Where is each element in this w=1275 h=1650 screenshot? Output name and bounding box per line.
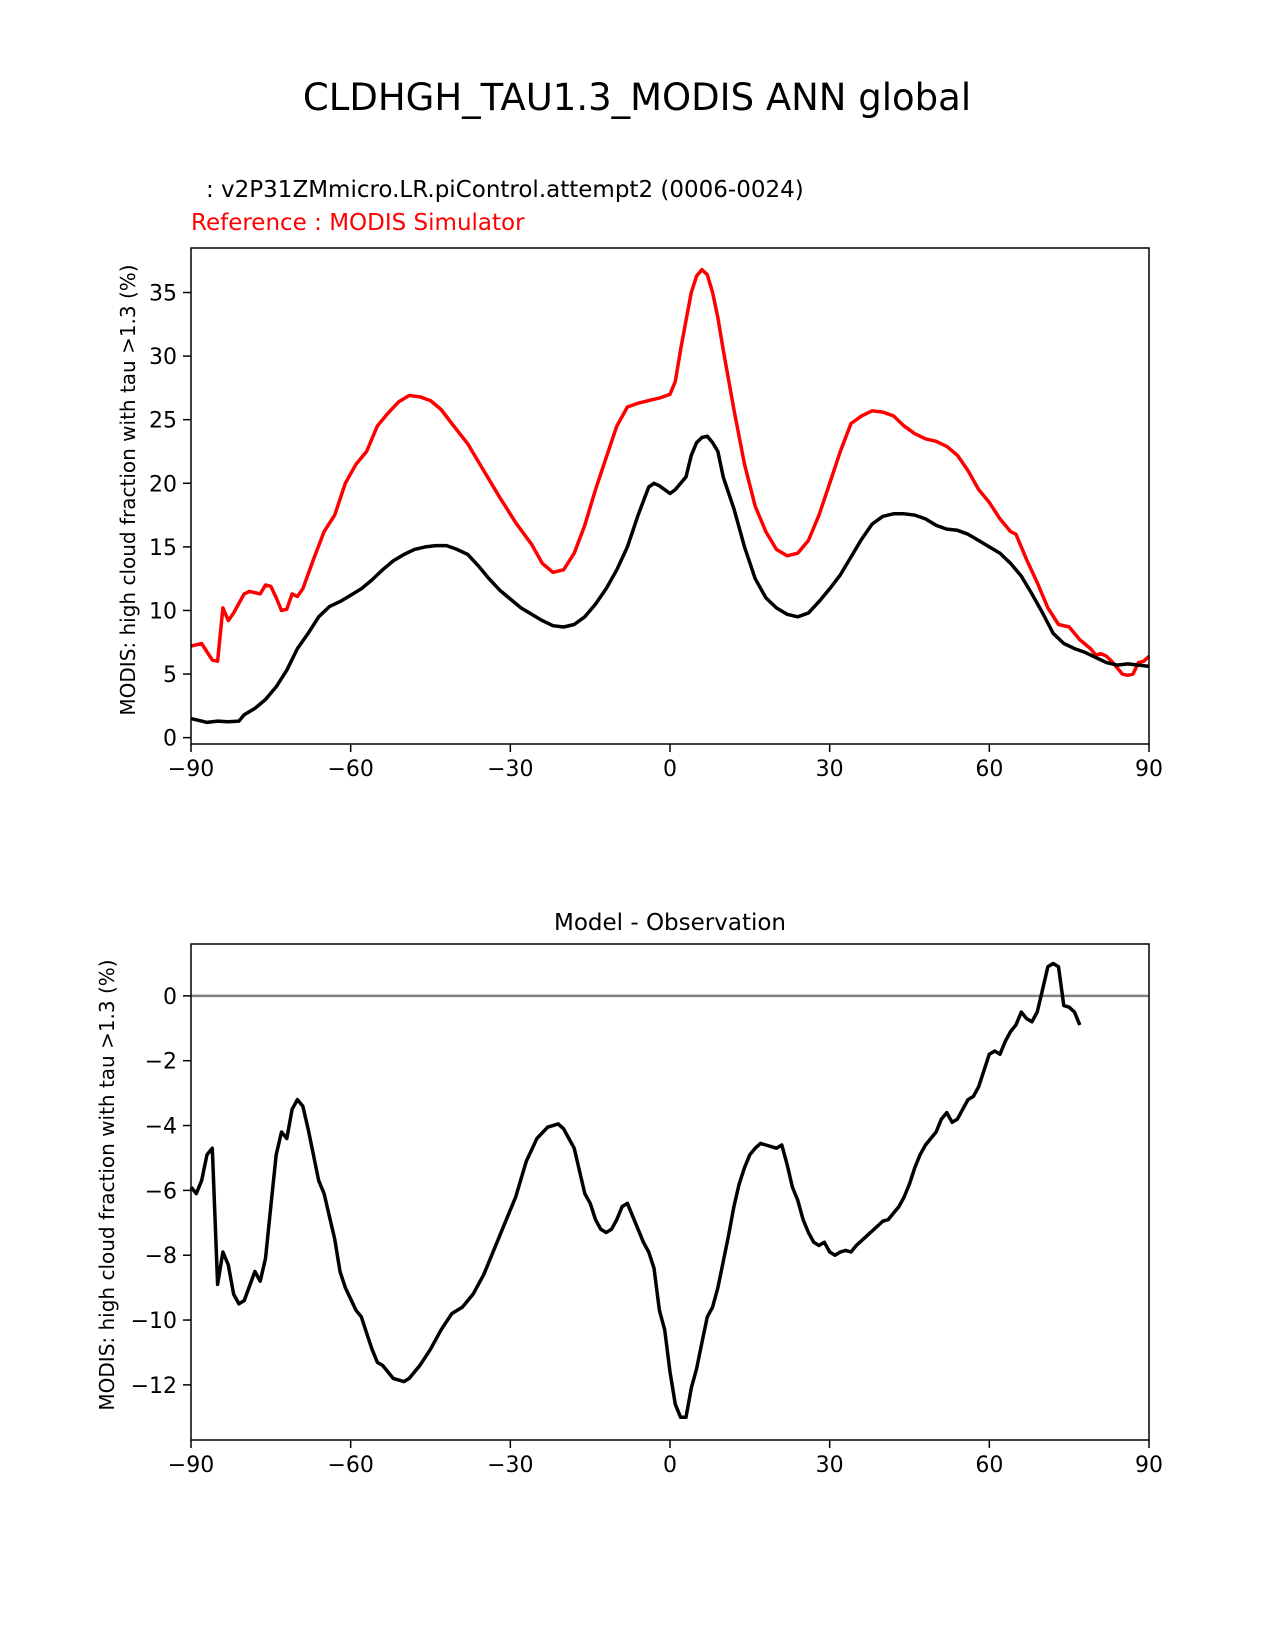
bottom-plot-lines bbox=[189, 961, 1149, 1420]
y-tick-label: 35 bbox=[149, 282, 177, 307]
x-tick-label: −60 bbox=[327, 1453, 373, 1478]
x-tick-label: 0 bbox=[663, 1453, 677, 1478]
x-tick-label: −60 bbox=[327, 757, 373, 782]
bottom-axis-ticks: −90 −60 −30 0 30 60 90 0 −2 −4 −6 −8 −10 −12 bbox=[131, 985, 1163, 1478]
figure-title: CLDHGH_TAU1.3_MODIS ANN global bbox=[303, 76, 971, 119]
y-tick-label: −2 bbox=[145, 1050, 177, 1075]
series-line bbox=[190, 267, 1151, 678]
x-tick-label: −30 bbox=[487, 1453, 533, 1478]
y-tick-label: −12 bbox=[131, 1374, 177, 1399]
y-axis-label: MODIS: high cloud fraction with tau >1.3… bbox=[116, 264, 140, 715]
x-tick-label: −90 bbox=[168, 757, 214, 782]
y-tick-label: −10 bbox=[131, 1309, 177, 1334]
x-tick-label: 30 bbox=[816, 1453, 844, 1478]
y-tick-label: 5 bbox=[163, 663, 177, 688]
y-tick-label: 25 bbox=[149, 409, 177, 434]
y-tick-label: −6 bbox=[145, 1179, 177, 1204]
y-tick-label: −4 bbox=[145, 1115, 177, 1140]
bottom-panel: Model - Observation MODIS: high cloud fr… bbox=[95, 910, 1163, 1478]
x-tick-label: 30 bbox=[816, 757, 844, 782]
bottom-title: Model - Observation bbox=[554, 910, 786, 936]
top-plot-frame bbox=[190, 247, 1150, 745]
bottom-plot-frame bbox=[190, 943, 1150, 1441]
x-tick-label: 60 bbox=[975, 1453, 1003, 1478]
series-line bbox=[189, 961, 1082, 1420]
y-tick-label: 0 bbox=[163, 985, 177, 1010]
y-tick-label: −8 bbox=[145, 1244, 177, 1269]
y-tick-label: 10 bbox=[149, 599, 177, 624]
series-line bbox=[190, 434, 1150, 725]
x-tick-label: −30 bbox=[487, 757, 533, 782]
reference-label: Reference : MODIS Simulator bbox=[191, 210, 525, 236]
y-tick-label: 15 bbox=[149, 536, 177, 561]
y-tick-label: 0 bbox=[163, 727, 177, 752]
top-plot-lines bbox=[190, 267, 1151, 725]
x-tick-label: 0 bbox=[663, 757, 677, 782]
y-tick-label: 20 bbox=[149, 472, 177, 497]
x-tick-label: 90 bbox=[1135, 757, 1163, 782]
x-tick-label: 90 bbox=[1135, 1453, 1163, 1478]
x-tick-label: 60 bbox=[975, 757, 1003, 782]
y-tick-label: 30 bbox=[149, 345, 177, 370]
test-label: : v2P31ZMmicro.LR.piControl.attempt2 (00… bbox=[206, 177, 804, 203]
top-panel: : v2P31ZMmicro.LR.piControl.attempt2 (00… bbox=[116, 177, 1163, 782]
x-tick-label: −90 bbox=[168, 1453, 214, 1478]
y-axis-label: MODIS: high cloud fraction with tau >1.3… bbox=[95, 959, 119, 1410]
top-axis-ticks: −90 −60 −30 0 30 60 90 0 5 10 15 20 25 30 35 bbox=[149, 282, 1163, 782]
